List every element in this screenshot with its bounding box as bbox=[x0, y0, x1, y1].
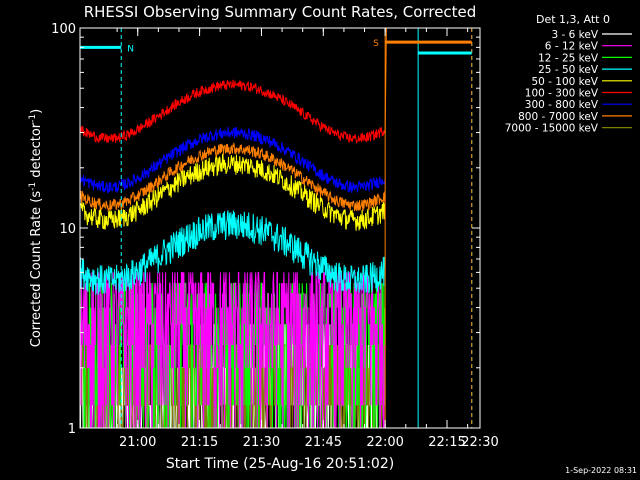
legend-label: 300 - 800 keV bbox=[525, 99, 599, 111]
x-axis-label: Start Time (25-Aug-16 20:51:02) bbox=[166, 456, 394, 472]
y-label-end: ) bbox=[29, 109, 44, 114]
x-tick-label: 22:15 bbox=[428, 435, 465, 450]
timestamp: 1-Sep-2022 08:31 bbox=[565, 466, 637, 475]
x-tick-label: 22:00 bbox=[366, 435, 403, 450]
saa-label: S bbox=[373, 39, 379, 49]
series-line-2 bbox=[79, 282, 386, 429]
x-tick-label: 22:30 bbox=[461, 435, 498, 450]
legend-title: Det 1,3, Att 0 bbox=[536, 13, 610, 26]
legend-label: 800 - 7000 keV bbox=[518, 111, 599, 123]
y-tick-label: 10 bbox=[59, 222, 76, 237]
series-line-4 bbox=[79, 153, 386, 231]
y-label-main: Corrected Count Rate (s bbox=[29, 191, 44, 348]
y-label-sup1: -1 bbox=[28, 182, 38, 191]
series-line-7 bbox=[79, 142, 386, 212]
y-tick-label: 1 bbox=[68, 422, 76, 437]
y-axis-label: Corrected Count Rate (s-1 detector-1) bbox=[28, 109, 44, 347]
x-tick-label: 21:15 bbox=[181, 435, 218, 450]
legend-label: 25 - 50 keV bbox=[538, 64, 599, 76]
y-tick-label: 100 bbox=[51, 22, 76, 37]
legend-label: 7000 - 15000 keV bbox=[505, 123, 599, 135]
night-label: N bbox=[127, 44, 134, 54]
legend-label: 12 - 25 keV bbox=[538, 52, 599, 64]
legend-label: 6 - 12 keV bbox=[545, 41, 599, 53]
series-line-6 bbox=[79, 126, 386, 194]
y-label-sup2: -1 bbox=[28, 114, 38, 123]
x-tick-label: 21:30 bbox=[243, 435, 280, 450]
legend-label: 100 - 300 keV bbox=[525, 88, 599, 100]
series-layer bbox=[79, 27, 387, 429]
legend-label: 3 - 6 keV bbox=[551, 29, 598, 41]
legend-label: 50 - 100 keV bbox=[531, 76, 598, 88]
y-label-mid: detector bbox=[29, 122, 44, 182]
series-line-3 bbox=[79, 210, 386, 295]
series-line-1 bbox=[79, 271, 386, 429]
x-tick-label: 21:00 bbox=[119, 435, 156, 450]
x-tick-label: 21:45 bbox=[305, 435, 342, 450]
series-line-5 bbox=[79, 79, 386, 144]
chart-title: RHESSI Observing Summary Count Rates, Co… bbox=[84, 3, 477, 21]
